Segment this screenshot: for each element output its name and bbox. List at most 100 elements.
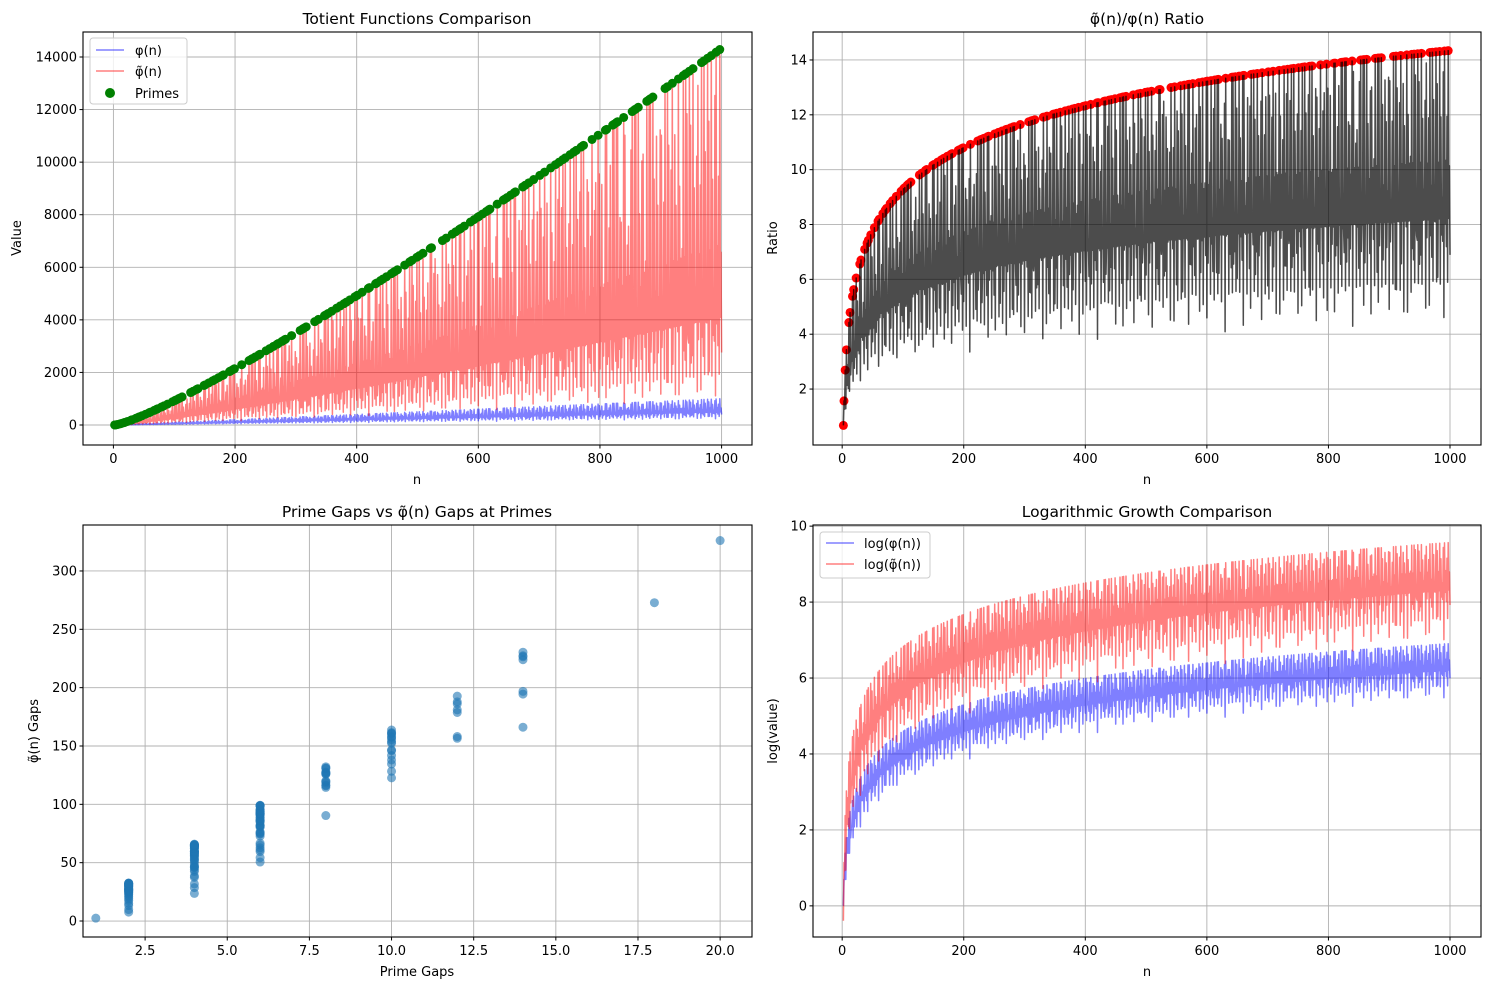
panel-totient-comparison: 0 200 400 600 800 100002000400060008000100001… [36, 31, 753, 467]
x-tick-label: 1000 [705, 452, 738, 467]
y-tick-label: 8000 [44, 208, 77, 223]
x-tick-label: 1000 [1433, 944, 1466, 959]
scatter-point [189, 879, 199, 889]
scatter-point [715, 536, 725, 546]
scatter-point [321, 811, 331, 821]
y-axis-label: log(value) [766, 698, 781, 763]
y-tick-label: 2 [799, 823, 807, 838]
y-tick-label: 10000 [36, 156, 77, 171]
y-tick-label: 14 [790, 53, 807, 68]
x-tick-label: 800 [1316, 452, 1341, 467]
series-line-log-phi-tilde [842, 541, 1451, 921]
scatter-point [452, 732, 462, 742]
y-tick-label: 2000 [44, 366, 77, 381]
x-axis-label: Prime Gaps [380, 965, 455, 980]
chart-title: Logarithmic Growth Comparison [1022, 503, 1272, 521]
legend: log(φ(n)) log(φ̃(n)) [819, 531, 931, 579]
y-axis-label: Ratio [766, 221, 781, 254]
axes-frame [82, 524, 753, 938]
prime-point [579, 140, 589, 150]
x-tick-label: 200 [951, 452, 976, 467]
series-line-ratio [842, 49, 1451, 426]
prime-point [392, 265, 402, 275]
y-tick-label: 0 [69, 915, 77, 930]
x-axis-label: n [1143, 965, 1151, 980]
y-axis-label: Value [10, 220, 25, 256]
x-tick-label: 200 [223, 452, 248, 467]
x-axis-label: n [1143, 473, 1151, 488]
legend-marker-primes [105, 88, 115, 98]
chart-title: Prime Gaps vs φ̃(n) Gaps at Primes [282, 503, 552, 521]
y-tick-label: 4000 [44, 313, 77, 328]
prime-point [688, 64, 698, 74]
x-tick-label: 0 [838, 452, 846, 467]
legend-label: φ̃(n) [135, 65, 162, 80]
prime-point [715, 45, 725, 55]
legend: φ(n) φ̃(n) Primes [89, 37, 188, 105]
x-tick-label: 600 [466, 452, 491, 467]
plot-area [838, 46, 1453, 430]
y-tick-label: 10 [790, 520, 807, 535]
x-axis-label: n [413, 473, 421, 488]
x-tick-label: 12.5 [459, 944, 488, 959]
plot-area [110, 45, 725, 430]
legend-label: φ(n) [135, 44, 162, 59]
y-tick-label: 8 [799, 218, 807, 233]
x-tick-label: 2.5 [135, 944, 156, 959]
prime-point [619, 112, 629, 122]
axes-frame [82, 31, 753, 446]
x-tick-label: 7.5 [299, 944, 320, 959]
x-tick-label: 1000 [1433, 452, 1466, 467]
x-tick-label: 600 [1194, 452, 1219, 467]
scatter-point [189, 839, 199, 849]
axes-frame [812, 31, 1482, 446]
chart-title: φ̃(n)/φ(n) Ratio [1090, 10, 1204, 28]
scatter-point [387, 773, 397, 783]
panel-ratio: 0 200 400 600 800 1000 2 4 6 8 10 12 14 [790, 31, 1482, 467]
prime-point [510, 187, 520, 197]
scatter-point [387, 725, 397, 735]
prime-point [418, 248, 428, 258]
prime-point [229, 364, 239, 374]
series-line-log-phi [842, 642, 1451, 906]
x-tick-label: 15.0 [541, 944, 570, 959]
scatter-point [518, 647, 528, 657]
scatter-point [649, 598, 659, 608]
axes-frame [812, 524, 1482, 938]
y-tick-label: 6 [799, 672, 807, 687]
series-line-phi-tilde [114, 48, 723, 426]
series-line-phi [114, 398, 723, 426]
legend-box [89, 37, 188, 105]
y-tick-label: 0 [69, 418, 77, 433]
y-tick-label: 200 [52, 681, 77, 696]
y-tick-label: 0 [799, 899, 807, 914]
prime-point [287, 331, 297, 341]
y-axis-label: φ̃(n) Gaps [27, 699, 42, 763]
scatter-point [518, 722, 528, 732]
x-tick-label: 5.0 [217, 944, 238, 959]
y-tick-label: 12 [790, 108, 807, 123]
x-tick-label: 400 [1073, 944, 1098, 959]
x-tick-label: 17.5 [624, 944, 653, 959]
x-tick-label: 0 [109, 452, 117, 467]
y-tick-label: 12000 [36, 103, 77, 118]
prime-point [593, 130, 603, 140]
scatter-point [255, 838, 265, 848]
prime-point [177, 392, 187, 402]
y-tick-label: 50 [60, 856, 77, 871]
y-tick-label: 8 [799, 596, 807, 611]
y-tick-label: 300 [52, 564, 77, 579]
x-tick-label: 20.0 [706, 944, 735, 959]
prime-point [237, 360, 247, 370]
scatter-point [321, 776, 331, 786]
x-tick-label: 0 [838, 944, 846, 959]
prime-point [633, 102, 643, 112]
y-tick-label: 100 [52, 798, 77, 813]
y-tick-label: 6 [799, 273, 807, 288]
x-tick-label: 800 [1316, 944, 1341, 959]
y-tick-label: 4 [799, 747, 807, 762]
x-tick-label: 10.0 [377, 944, 406, 959]
scatter-point [91, 913, 101, 923]
x-tick-label: 400 [344, 452, 369, 467]
